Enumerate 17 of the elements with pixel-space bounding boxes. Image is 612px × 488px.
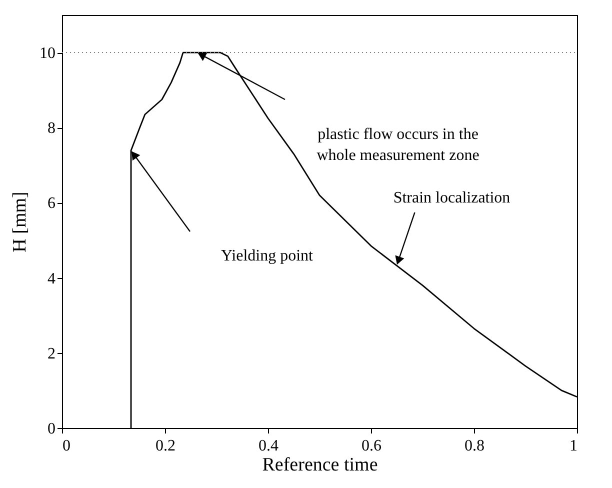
annotation: plastic flow occurs in the whole measurement zone: [316, 126, 480, 164]
annotation: Strain localization: [393, 189, 510, 206]
y-tick-label: 10: [40, 45, 56, 62]
y-tick-label: 2: [48, 345, 56, 362]
annotation: Yielding point: [221, 248, 314, 264]
y-tick-label: 6: [48, 195, 56, 212]
y-tick-label: 4: [48, 270, 56, 288]
x-tick-label: 1: [570, 438, 578, 454]
x-tick-label: 0: [62, 438, 70, 454]
x-tick-label: 0.8: [464, 438, 484, 454]
x-tick-label: 0.6: [362, 438, 382, 454]
y-tick-label: 0: [48, 420, 56, 438]
x-tick-label: 0.2: [156, 438, 176, 454]
y-tick-label: 8: [48, 120, 56, 138]
y-axis-title: H [mm]: [10, 192, 30, 252]
x-tick-label: 0.4: [258, 438, 278, 454]
x-axis-title: Reference time: [262, 454, 378, 476]
